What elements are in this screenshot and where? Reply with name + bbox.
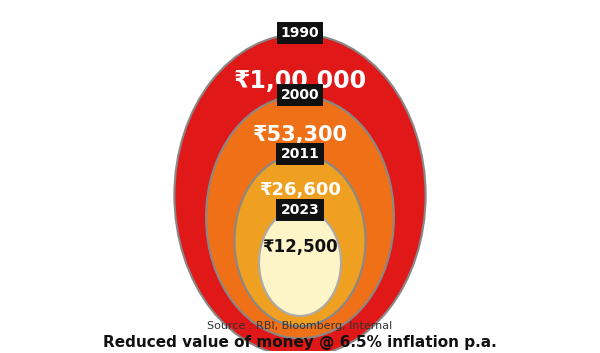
Text: 2000: 2000 — [281, 88, 319, 102]
Text: 2023: 2023 — [281, 203, 319, 217]
Text: 2011: 2011 — [281, 147, 319, 161]
Text: ₹26,600: ₹26,600 — [259, 181, 341, 199]
Text: ₹53,300: ₹53,300 — [253, 125, 347, 145]
Ellipse shape — [206, 96, 394, 338]
Ellipse shape — [235, 155, 365, 326]
Text: 1990: 1990 — [281, 26, 319, 40]
Ellipse shape — [259, 209, 341, 316]
Text: ₹12,500: ₹12,500 — [262, 238, 338, 256]
Text: ₹1,00,000: ₹1,00,000 — [233, 68, 367, 92]
Text: Reduced value of money @ 6.5% inflation p.a.: Reduced value of money @ 6.5% inflation … — [103, 335, 497, 350]
Ellipse shape — [175, 34, 425, 353]
Text: Source : RBI, Bloomberg, Internal: Source : RBI, Bloomberg, Internal — [208, 321, 392, 331]
